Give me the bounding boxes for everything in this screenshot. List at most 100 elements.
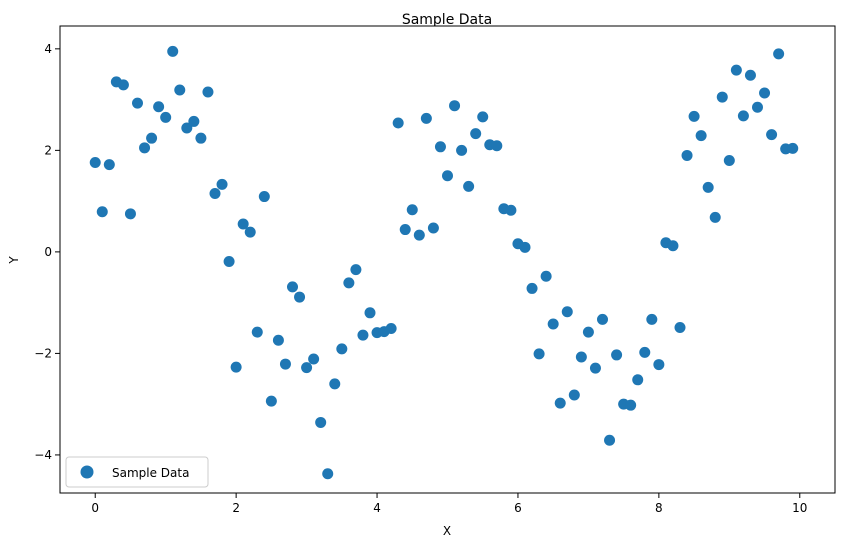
- data-point: [385, 323, 397, 335]
- data-point: [505, 204, 517, 216]
- y-tick-label: −4: [34, 448, 52, 462]
- x-tick-label: 8: [655, 501, 663, 515]
- data-point: [519, 241, 531, 253]
- data-point: [139, 142, 151, 154]
- data-point: [667, 240, 679, 252]
- data-point: [301, 362, 313, 374]
- x-tick-label: 10: [792, 501, 807, 515]
- x-tick-label: 0: [91, 501, 99, 515]
- data-point: [308, 353, 320, 365]
- data-point: [456, 144, 468, 156]
- data-point: [526, 282, 538, 294]
- data-point: [103, 159, 115, 171]
- data-point: [329, 378, 341, 390]
- data-point: [392, 117, 404, 129]
- data-point: [322, 468, 334, 480]
- data-point: [357, 329, 369, 341]
- data-point: [604, 434, 616, 446]
- data-point: [730, 64, 742, 76]
- data-point: [89, 157, 101, 169]
- data-point: [96, 206, 108, 218]
- data-point: [695, 130, 707, 142]
- x-tick-label: 6: [514, 501, 522, 515]
- data-point: [561, 306, 573, 318]
- data-point: [350, 264, 362, 276]
- data-point: [688, 110, 700, 122]
- data-point: [752, 101, 763, 113]
- data-point: [146, 132, 158, 144]
- data-point: [406, 204, 418, 216]
- data-point: [597, 313, 608, 325]
- data-point: [589, 362, 601, 374]
- y-axis-label: Y: [7, 256, 21, 265]
- data-point: [491, 140, 503, 152]
- data-point: [413, 229, 425, 241]
- data-point: [336, 343, 348, 355]
- data-point: [294, 291, 306, 303]
- data-point: [674, 322, 686, 334]
- data-point: [153, 101, 165, 113]
- legend: Sample Data: [65, 456, 209, 488]
- data-point: [477, 111, 489, 123]
- data-point: [554, 397, 566, 409]
- data-point: [625, 399, 637, 411]
- data-point: [702, 181, 714, 193]
- y-tick-label: 0: [44, 245, 52, 259]
- data-point: [343, 277, 355, 289]
- data-point: [216, 178, 228, 190]
- data-point: [272, 334, 284, 346]
- data-point: [251, 326, 263, 338]
- data-point: [611, 349, 623, 361]
- data-point: [681, 149, 693, 161]
- x-tick-label: 4: [373, 501, 381, 515]
- y-tick-label: 4: [44, 42, 52, 56]
- data-point: [470, 128, 482, 140]
- data-point: [582, 326, 594, 338]
- data-point: [653, 359, 665, 371]
- chart-title: Sample Data: [402, 12, 492, 28]
- data-point: [188, 115, 200, 127]
- data-point: [442, 170, 453, 182]
- data-point: [639, 346, 651, 358]
- data-point: [787, 142, 799, 154]
- x-axis-label: X: [443, 524, 451, 538]
- data-point: [237, 218, 249, 230]
- legend-box: [65, 456, 209, 488]
- data-point: [646, 313, 658, 325]
- data-point: [195, 132, 207, 144]
- data-point: [315, 416, 327, 428]
- data-point: [744, 69, 756, 81]
- data-point: [737, 110, 749, 122]
- y-axis: −4 −2 0 2 4: [34, 42, 60, 462]
- data-point: [709, 211, 721, 223]
- data-point: [132, 97, 143, 109]
- data-point: [364, 307, 376, 319]
- data-point: [230, 361, 242, 373]
- data-points: [89, 45, 799, 480]
- data-point: [202, 86, 214, 98]
- data-point: [181, 122, 193, 134]
- data-point: [547, 318, 559, 330]
- data-point: [533, 348, 545, 360]
- data-point: [209, 188, 221, 200]
- plot-area: 0 2 4 6 8 10 −4 −2 0 2 4: [34, 25, 836, 515]
- data-point: [244, 226, 256, 238]
- data-point: [723, 155, 735, 167]
- data-point: [716, 91, 728, 103]
- data-point: [463, 180, 475, 192]
- legend-label: Sample Data: [112, 466, 189, 480]
- data-point: [449, 100, 461, 112]
- y-tick-label: 2: [44, 143, 52, 157]
- data-point: [279, 358, 291, 370]
- data-point: [575, 351, 587, 363]
- data-point: [399, 224, 411, 236]
- data-point: [632, 374, 644, 386]
- data-point: [434, 141, 446, 153]
- data-point: [568, 389, 580, 401]
- x-tick-label: 2: [232, 501, 240, 515]
- data-point: [124, 208, 136, 220]
- legend-marker: [80, 465, 94, 479]
- data-point: [167, 45, 179, 57]
